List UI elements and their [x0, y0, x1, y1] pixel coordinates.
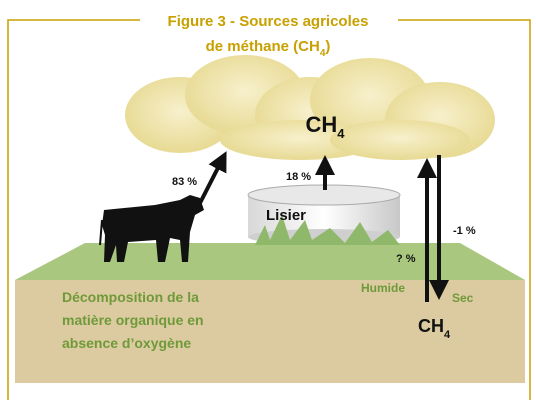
- title-text: de méthane (CH: [206, 38, 320, 55]
- frame: [398, 19, 531, 400]
- wet-label: Humide: [361, 281, 405, 295]
- percent-label: -1 %: [453, 225, 476, 237]
- gas-base: CH: [305, 112, 337, 137]
- ground-top: [15, 243, 525, 280]
- cloud: [125, 55, 495, 160]
- gas-sub: 4: [444, 329, 451, 341]
- frame: [7, 19, 140, 400]
- percent-label: ? %: [396, 253, 416, 265]
- cloud-label: CH4: [305, 112, 345, 141]
- arrow: [198, 151, 227, 204]
- cow: [102, 195, 204, 262]
- tank-label: Lisier: [266, 207, 306, 224]
- cow-tail: [99, 219, 103, 246]
- dry-label: Sec: [452, 291, 474, 305]
- title-sub: 4: [320, 48, 326, 59]
- percent-label: 83 %: [172, 176, 197, 188]
- title-line: de méthane (CH4): [206, 38, 331, 59]
- description-line: matière organique en: [62, 312, 204, 328]
- soil-description: Décomposition de la matière organique en…: [62, 289, 207, 351]
- gas-sub: 4: [337, 126, 345, 141]
- title-line: Figure 3 - Sources agricoles: [168, 13, 369, 30]
- description-line: absence d’oxygène: [62, 335, 191, 351]
- gas-base: CH: [418, 316, 444, 336]
- title-end: ): [325, 38, 330, 55]
- soil-gas: CH4: [418, 316, 451, 341]
- grass: [255, 215, 400, 245]
- percent-label: 18 %: [286, 171, 311, 183]
- description-line: Décomposition de la: [62, 289, 199, 305]
